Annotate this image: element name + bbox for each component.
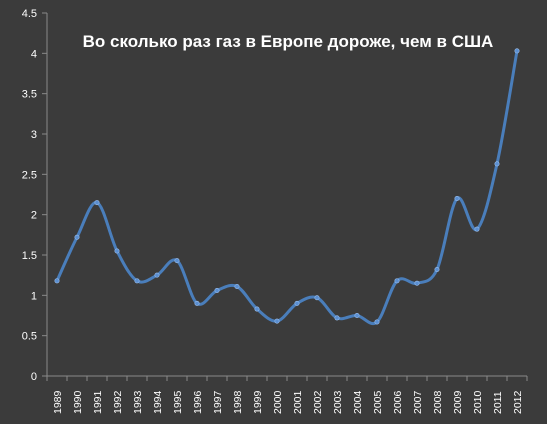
data-point-1997 [214, 287, 220, 293]
data-points [54, 48, 520, 325]
data-point-1998 [234, 283, 240, 289]
x-tick-label: 2000 [272, 390, 284, 414]
data-point-1999 [254, 306, 260, 312]
data-point-2011 [494, 161, 500, 167]
data-point-2006 [394, 278, 400, 284]
x-tick-label: 1997 [212, 390, 224, 414]
data-point-2001 [294, 300, 300, 306]
x-tick-label: 2004 [352, 390, 364, 414]
y-tick-label: 0 [31, 371, 37, 383]
data-point-2009 [454, 196, 460, 202]
x-tick-label: 1999 [252, 390, 264, 414]
x-tick-label: 2010 [472, 390, 484, 414]
y-tick-label: 1 [31, 290, 37, 302]
x-tick-label: 2003 [332, 390, 344, 414]
y-tick-label: 0.5 [22, 331, 37, 343]
x-tick-label: 2009 [452, 390, 464, 414]
x-tick-label: 1994 [152, 390, 164, 414]
data-point-2004 [354, 312, 360, 318]
data-point-2012 [514, 48, 520, 54]
series-line [55, 49, 519, 325]
x-tick-label: 1990 [72, 390, 84, 414]
x-tick-label: 2005 [372, 390, 384, 414]
x-tick-label: 2006 [392, 390, 404, 414]
x-tick-label: 1989 [52, 390, 64, 414]
x-tick-label: 2001 [292, 390, 304, 414]
y-tick-label: 4.5 [22, 8, 37, 20]
axes [46, 13, 527, 377]
x-axis-ticks: 1989 1990 1991 1992 1993 1994 1995 1996 1997 1998… [46, 376, 528, 414]
data-point-1990 [74, 234, 80, 240]
y-tick-label: 3.5 [22, 89, 37, 101]
x-tick-label: 2011 [492, 391, 504, 414]
x-tick-label: 2002 [312, 390, 324, 414]
data-point-1996 [194, 300, 200, 306]
x-tick-label: 1998 [232, 390, 244, 414]
x-tick-label: 1991 [92, 390, 104, 414]
data-point-2000 [274, 318, 280, 324]
data-point-2005 [374, 319, 380, 325]
data-point-1991 [94, 200, 100, 206]
data-point-2008 [434, 267, 440, 273]
y-tick-label: 4 [31, 48, 37, 60]
data-point-2003 [334, 315, 340, 321]
x-tick-label: 1996 [192, 390, 204, 414]
chart-title: Во сколько раз газ в Европе дороже, чем … [83, 32, 494, 51]
y-tick-label: 2.5 [22, 169, 37, 181]
y-tick-label: 2 [31, 210, 37, 222]
x-tick-label: 2012 [512, 390, 524, 414]
data-point-1992 [114, 248, 120, 254]
data-point-2002 [314, 295, 320, 301]
data-point-2010 [474, 226, 480, 232]
x-tick-label: 1993 [132, 390, 144, 414]
y-tick-label: 1.5 [22, 250, 37, 262]
data-point-1993 [134, 278, 140, 284]
x-tick-label: 1995 [172, 390, 184, 414]
data-point-2007 [414, 280, 420, 286]
y-tick-label: 3 [31, 129, 37, 141]
data-point-1989 [54, 278, 60, 284]
x-tick-label: 2007 [412, 390, 424, 414]
x-tick-label: 2008 [432, 390, 444, 414]
data-point-1995 [174, 258, 180, 264]
data-point-1994 [154, 272, 160, 278]
y-axis-ticks: 0 0.5 1 1.5 2 2.5 3 3.5 4 4.5 [22, 8, 47, 383]
x-tick-label: 1992 [112, 390, 124, 414]
